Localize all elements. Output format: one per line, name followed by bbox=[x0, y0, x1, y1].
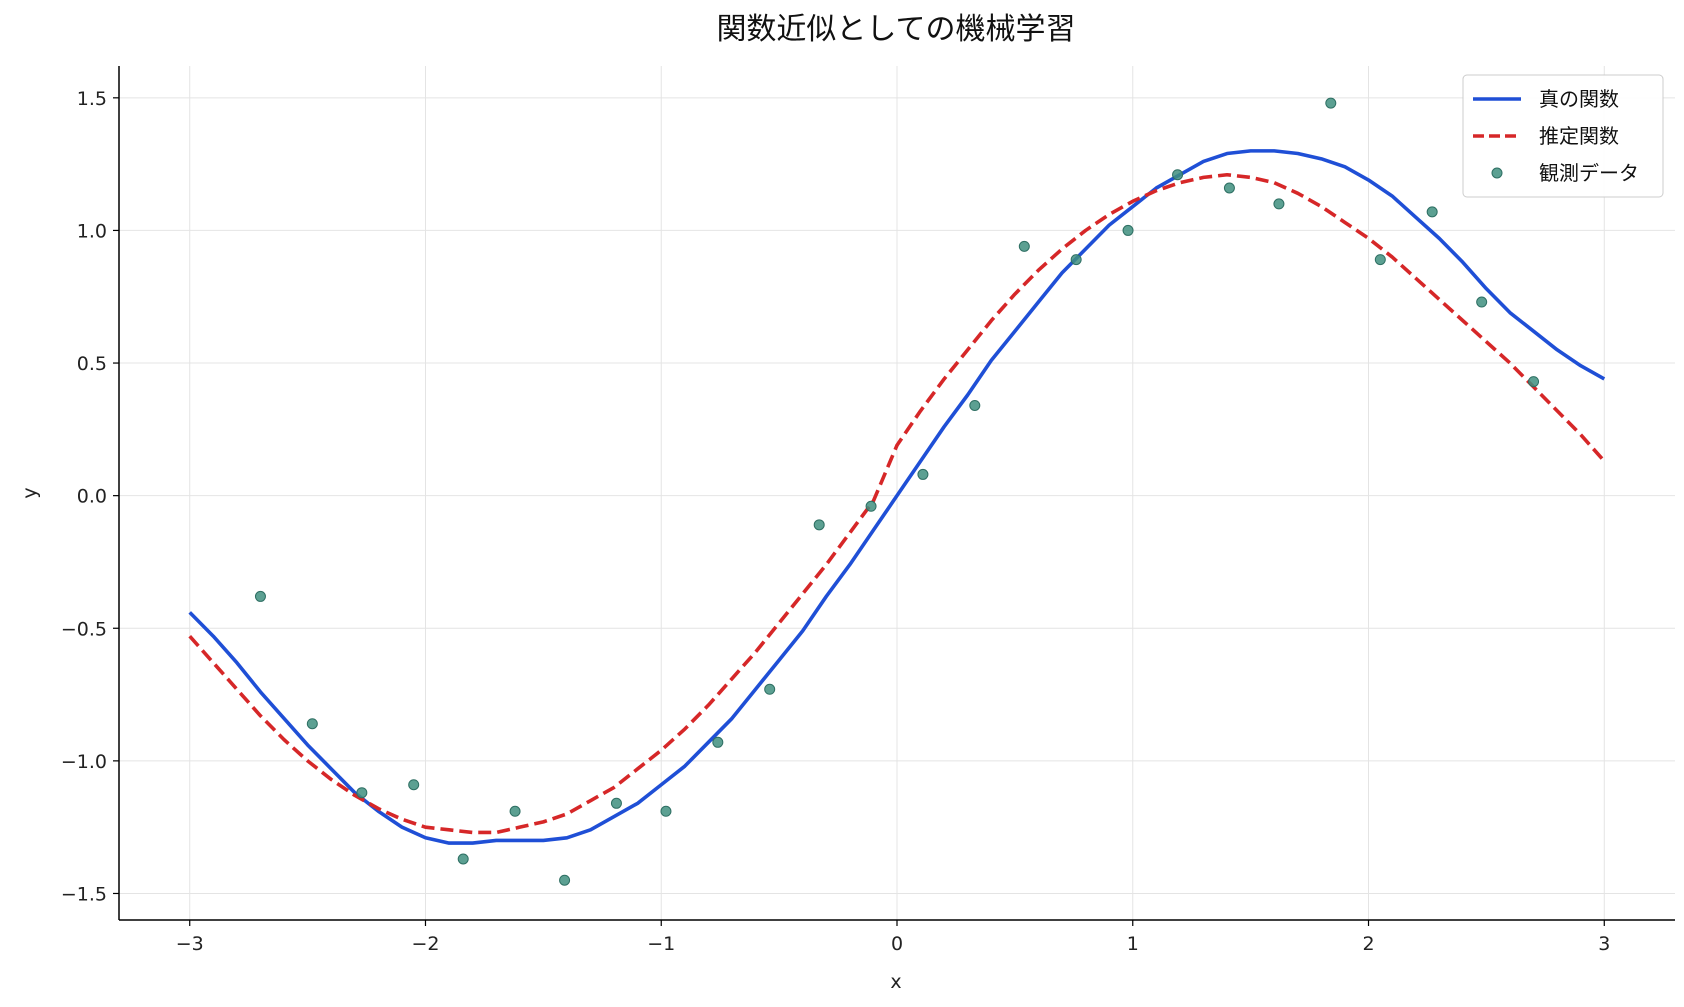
y-tick-label: 1.0 bbox=[77, 220, 107, 242]
data-point bbox=[969, 399, 981, 411]
y-tick-label: −1.0 bbox=[61, 751, 107, 773]
data-point bbox=[254, 590, 266, 602]
x-tick-label: 3 bbox=[1598, 933, 1610, 955]
x-tick-label: 2 bbox=[1362, 933, 1374, 955]
y-tick-label: 1.5 bbox=[77, 88, 107, 110]
data-point bbox=[356, 787, 368, 799]
data-point bbox=[865, 500, 877, 512]
data-point bbox=[917, 468, 929, 480]
data-point bbox=[408, 779, 420, 791]
data-point bbox=[509, 805, 521, 817]
x-tick-label: −3 bbox=[176, 933, 204, 955]
legend-box bbox=[1462, 74, 1664, 198]
legend-label: 観測データ bbox=[1539, 161, 1639, 185]
chart-title: 関数近似としての機械学習 bbox=[716, 12, 1075, 47]
data-point bbox=[559, 874, 571, 886]
data-point bbox=[660, 805, 672, 817]
legend-label: 推定関数 bbox=[1539, 124, 1619, 148]
series-line-0 bbox=[188, 149, 1606, 845]
data-point bbox=[1426, 206, 1438, 218]
data-point bbox=[306, 718, 318, 730]
legend-swatch-marker bbox=[1491, 167, 1503, 179]
grid bbox=[119, 66, 1675, 920]
data-point bbox=[1273, 198, 1285, 210]
y-tick-label: 0.5 bbox=[77, 353, 107, 375]
data-point bbox=[1172, 169, 1184, 181]
data-point bbox=[1122, 224, 1134, 236]
data-point bbox=[1223, 182, 1235, 194]
data-point bbox=[712, 736, 724, 748]
data-point bbox=[1070, 254, 1082, 266]
data-point bbox=[610, 797, 622, 809]
legend-label: 真の関数 bbox=[1539, 87, 1619, 111]
data-point bbox=[813, 519, 825, 531]
y-tick-label: 0.0 bbox=[77, 486, 107, 508]
y-tick-label: −0.5 bbox=[61, 618, 107, 640]
x-axis-label: x bbox=[890, 971, 901, 993]
x-tick-label: 1 bbox=[1127, 933, 1139, 955]
data-point bbox=[1018, 240, 1030, 252]
data-point bbox=[1528, 376, 1540, 388]
y-axis-label: y bbox=[19, 487, 41, 498]
series-line-1 bbox=[188, 172, 1606, 835]
data-point bbox=[1325, 97, 1337, 109]
axes: −3 −2 −1 0 1 2 3 −1.5 −1.0 −0.5 0.0 0.5 1.0 1.5 bbox=[61, 66, 1675, 955]
y-tick-label: −1.5 bbox=[61, 883, 107, 905]
data-point bbox=[1476, 296, 1488, 308]
data-point bbox=[457, 853, 469, 865]
x-tick-label: 0 bbox=[891, 933, 903, 955]
data-point bbox=[764, 683, 776, 695]
data-point bbox=[1374, 254, 1386, 266]
x-tick-label: −2 bbox=[411, 933, 439, 955]
x-tick-label: −1 bbox=[647, 933, 675, 955]
series-layer bbox=[188, 97, 1606, 886]
